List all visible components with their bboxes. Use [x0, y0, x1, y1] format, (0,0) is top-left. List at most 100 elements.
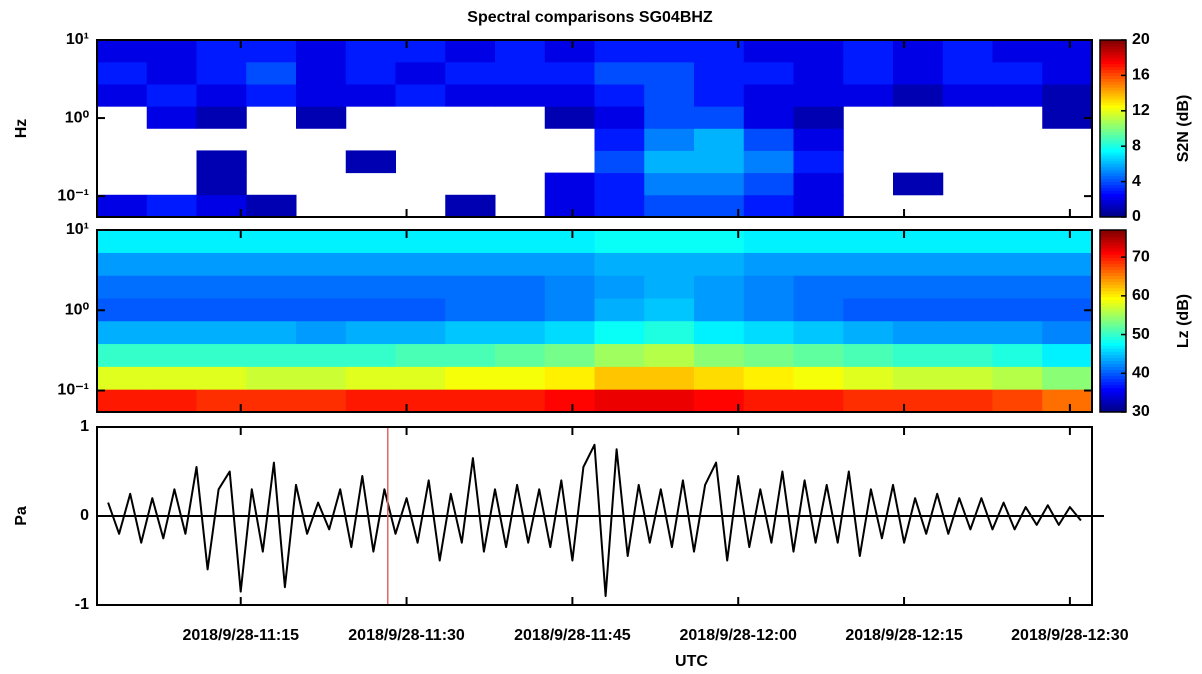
- heatmap-cell: [1042, 320, 1093, 345]
- heatmap-cell: [395, 230, 446, 253]
- heatmap-cell: [843, 298, 894, 322]
- colorbar-tick-label: 8: [1132, 137, 1141, 154]
- heatmap-cell: [495, 61, 546, 85]
- heatmap-cell: [644, 230, 695, 253]
- heatmap-cell: [544, 298, 595, 322]
- heatmap-cell: [97, 40, 148, 63]
- heatmap-cell: [942, 40, 993, 63]
- heatmap-cell: [196, 320, 247, 345]
- colorbar-strip: [1100, 149, 1126, 153]
- heatmap-cell: [395, 40, 446, 63]
- heatmap-cell: [644, 366, 695, 390]
- colorbar-strip: [1100, 269, 1126, 273]
- colorbar-strip: [1100, 42, 1126, 47]
- colorbar-strip: [1100, 342, 1126, 346]
- heatmap-cell: [594, 61, 645, 85]
- heatmap-cell: [992, 343, 1043, 367]
- heatmap-cell: [1042, 61, 1093, 85]
- colorbar-strip: [1100, 339, 1126, 343]
- heatmap-cell: [843, 343, 894, 367]
- colorbar-strip: [1100, 134, 1126, 138]
- heatmap-cell: [743, 252, 794, 276]
- heatmap-cell: [594, 150, 645, 174]
- colorbar-strip: [1100, 275, 1126, 280]
- colorbar-strip: [1100, 369, 1126, 374]
- heatmap-cell: [843, 252, 894, 276]
- heatmap-cell: [694, 275, 745, 299]
- heatmap-cell: [246, 230, 297, 253]
- colorbar-strip: [1100, 317, 1126, 322]
- heatmap-cell: [97, 343, 148, 367]
- heatmap-cell: [694, 298, 745, 322]
- heatmap-cell: [942, 84, 993, 107]
- heatmap-cell: [992, 275, 1043, 299]
- panel-frame: [96, 39, 1093, 218]
- colorbar-strip: [1100, 193, 1126, 197]
- colorbar-strip: [1100, 51, 1126, 56]
- heatmap-cell: [743, 275, 794, 299]
- x-tick-label: 2018/9/28-11:45: [514, 627, 631, 644]
- heatmap-cell: [196, 172, 247, 196]
- heatmap-cell: [694, 320, 745, 345]
- colorbar-strip: [1100, 90, 1126, 94]
- heatmap-cell: [743, 128, 794, 151]
- heatmap-cell: [893, 389, 944, 413]
- heatmap-cell: [495, 343, 546, 367]
- colorbar-strip: [1100, 272, 1126, 276]
- heatmap-cell: [196, 298, 247, 322]
- heatmap-cell: [992, 320, 1043, 345]
- colorbar-strip: [1100, 357, 1126, 361]
- heatmap-cell: [296, 84, 347, 107]
- heatmap-cell: [1042, 40, 1093, 63]
- colorbar-strip: [1100, 163, 1126, 168]
- heatmap-cell: [694, 106, 745, 129]
- heatmap-cell: [296, 275, 347, 299]
- heatmap-cell: [694, 366, 745, 390]
- heatmap-cell: [743, 366, 794, 390]
- heatmap-cell: [644, 40, 695, 63]
- colorbar-strip: [1100, 327, 1126, 331]
- colorbar-strip: [1100, 140, 1126, 144]
- heatmap-cell: [495, 298, 546, 322]
- heatmap-cell: [594, 298, 645, 322]
- heatmap-cell: [246, 40, 297, 63]
- heatmap-cell: [495, 389, 546, 413]
- colorbar-strip: [1100, 330, 1126, 334]
- heatmap-cell: [146, 252, 197, 276]
- heatmap-cell: [644, 389, 695, 413]
- heatmap-cell: [196, 194, 247, 218]
- heatmap-cell: [694, 40, 745, 63]
- heatmap-cell: [395, 84, 446, 107]
- colorbar-strip: [1100, 351, 1126, 355]
- y-tick-label: 1: [80, 418, 89, 435]
- heatmap-cell: [544, 61, 595, 85]
- colorbar-strip: [1100, 57, 1126, 62]
- colorbar-strip: [1100, 296, 1126, 301]
- heatmap-cell: [544, 320, 595, 345]
- colorbar-strip: [1100, 348, 1126, 352]
- heatmap-cell: [296, 61, 347, 85]
- heatmap-cell: [395, 61, 446, 85]
- heatmap-cell: [345, 84, 396, 107]
- heatmap-cell: [296, 320, 347, 345]
- colorbar-strip: [1100, 169, 1126, 174]
- heatmap-cell: [345, 150, 396, 174]
- heatmap-cell: [246, 366, 297, 390]
- heatmap-cell: [495, 84, 546, 107]
- heatmap-cell: [942, 298, 993, 322]
- colorbar-strip: [1100, 78, 1126, 82]
- colorbar-strip: [1100, 205, 1126, 209]
- heatmap-cell: [743, 106, 794, 129]
- heatmap-cell: [196, 230, 247, 253]
- heatmap-cell: [544, 230, 595, 253]
- heatmap-cell: [196, 106, 247, 129]
- heatmap-cell: [793, 366, 844, 390]
- heatmap-cell: [97, 230, 148, 253]
- heatmap-cell: [793, 84, 844, 107]
- heatmap-cell: [395, 298, 446, 322]
- heatmap-cell: [843, 320, 894, 345]
- heatmap-cell: [146, 61, 197, 85]
- heatmap-cell: [793, 61, 844, 85]
- colorbar-tick-label: 40: [1132, 364, 1150, 381]
- heatmap-cell: [246, 84, 297, 107]
